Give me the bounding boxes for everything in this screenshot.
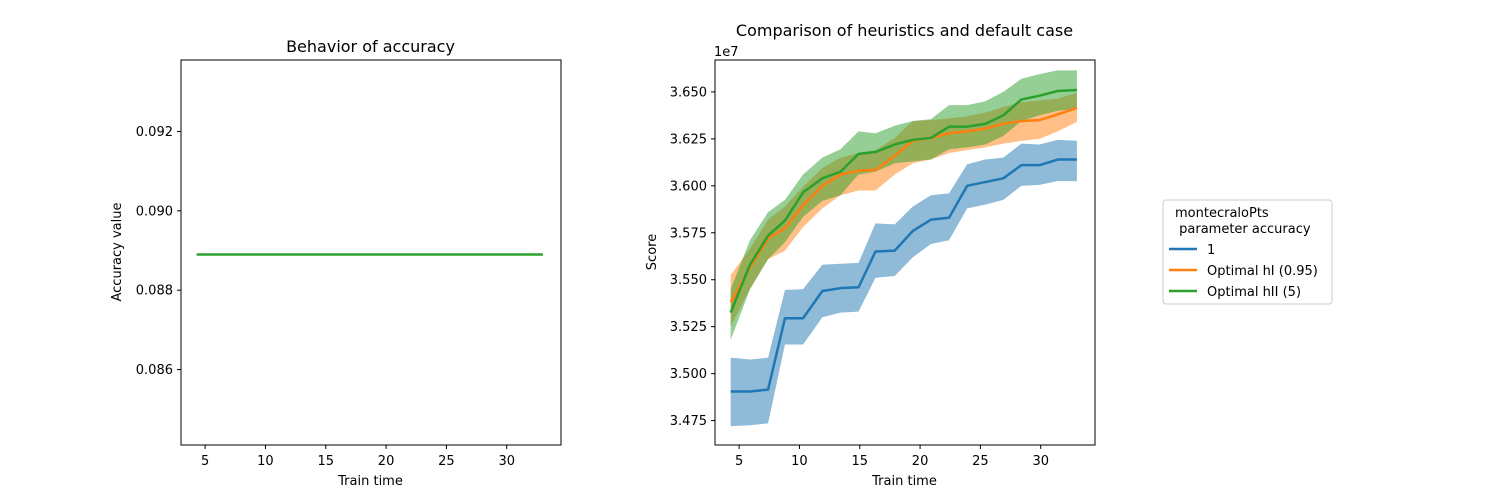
accuracy-chart-ylabel: Accuracy value xyxy=(110,203,125,302)
x-tick-label: 15 xyxy=(851,454,868,469)
score-chart-lines xyxy=(729,88,1078,393)
y-tick-label: 3.625 xyxy=(670,132,707,147)
score-chart-ticks: 5 10 15 20 25 30 3.475 3.500 3.525 3.550 3.575 3.60… xyxy=(670,85,1049,469)
x-tick-label: 20 xyxy=(378,454,395,469)
y-tick-label: 0.086 xyxy=(136,363,173,378)
y-tick-label: 3.525 xyxy=(670,320,707,335)
accuracy-chart-frame xyxy=(180,59,562,446)
y-tick-label: 3.475 xyxy=(670,414,707,429)
legend-label-series-1: 1 xyxy=(1207,243,1215,258)
y-tick-label: 3.575 xyxy=(670,226,707,241)
accuracy-chart: Behavior of accuracy Train time Accuracy… xyxy=(110,37,562,489)
score-chart-title: Comparison of heuristics and default cas… xyxy=(736,21,1073,40)
x-tick-label: 15 xyxy=(317,454,334,469)
score-chart-frame xyxy=(714,59,1096,446)
legend-title-line1: montecraloPts xyxy=(1175,206,1269,221)
x-tick-label: 20 xyxy=(912,454,929,469)
accuracy-chart-ticks: 5 10 15 20 25 30 0.086 0.088 0.090 0.092 xyxy=(136,125,515,469)
x-tick-label: 5 xyxy=(735,454,743,469)
y-tick-label: 0.090 xyxy=(136,204,173,219)
x-tick-label: 10 xyxy=(257,454,274,469)
x-tick-label: 25 xyxy=(438,454,455,469)
score-chart-legend: montecraloPts parameter accuracy 1 Optim… xyxy=(1162,199,1333,305)
y-tick-label: 0.088 xyxy=(136,284,173,299)
score-chart-offset-label: 1e7 xyxy=(714,45,739,60)
legend-box xyxy=(1162,199,1333,305)
score-chart: Comparison of heuristics and default cas… xyxy=(645,21,1096,489)
legend-label-series-2: Optimal hI (0.95) xyxy=(1207,264,1318,279)
confidence-band-series-1 xyxy=(730,139,1077,427)
y-tick-label: 3.500 xyxy=(670,367,707,382)
x-tick-label: 10 xyxy=(791,454,808,469)
y-tick-label: 3.550 xyxy=(670,273,707,288)
y-tick-label: 3.650 xyxy=(670,85,707,100)
x-tick-label: 30 xyxy=(498,454,515,469)
series-line-1 xyxy=(730,158,1077,393)
y-tick-label: 3.600 xyxy=(670,179,707,194)
score-chart-xlabel: Train time xyxy=(871,474,937,489)
confidence-band-series-3 xyxy=(730,70,1077,340)
accuracy-chart-title: Behavior of accuracy xyxy=(286,37,455,56)
legend-label-series-3: Optimal hII (5) xyxy=(1207,285,1301,300)
legend-title-line2: parameter accuracy xyxy=(1175,222,1311,237)
series-line-2 xyxy=(729,106,1078,303)
series-line-3 xyxy=(729,88,1077,314)
score-chart-ylabel: Score xyxy=(645,234,660,270)
x-tick-label: 25 xyxy=(972,454,989,469)
accuracy-chart-xlabel: Train time xyxy=(337,474,403,489)
x-tick-label: 5 xyxy=(201,454,209,469)
y-tick-label: 0.092 xyxy=(136,125,173,140)
x-tick-label: 30 xyxy=(1032,454,1049,469)
